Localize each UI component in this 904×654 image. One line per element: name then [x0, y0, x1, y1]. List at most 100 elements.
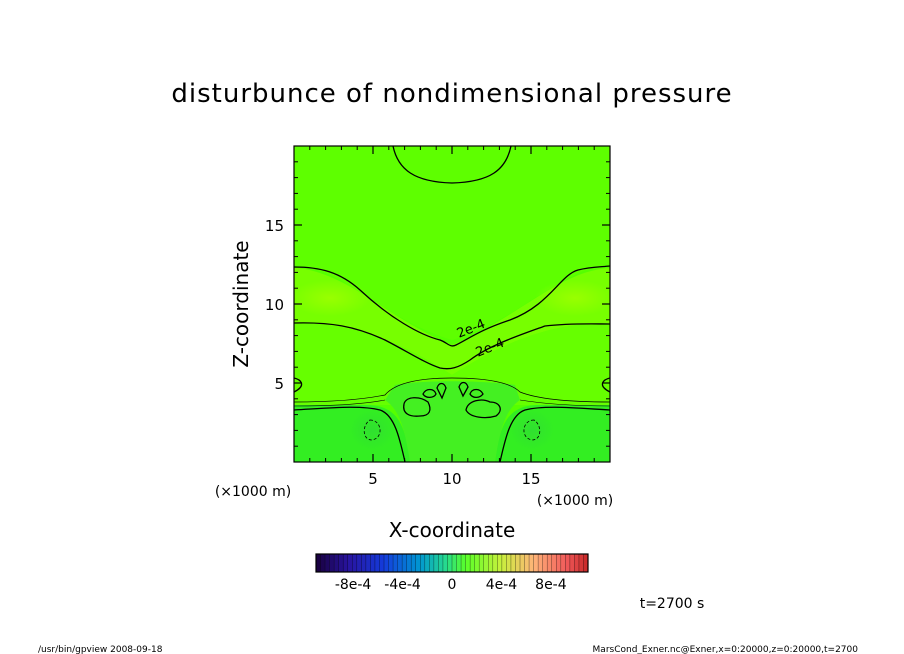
colorbar-cell — [424, 554, 430, 572]
contour-band-lower — [294, 377, 610, 403]
y-tick-label: 15 — [265, 217, 284, 235]
contour-upper — [294, 265, 610, 347]
colorbar-cell — [402, 554, 407, 572]
colorbar-tick-label: -8e-4 — [335, 577, 372, 593]
colorbar-cell — [388, 554, 394, 572]
x-tick-label: 15 — [521, 470, 540, 488]
colorbar-cell — [379, 554, 385, 572]
colorbar-cell — [474, 554, 480, 572]
colorbar-tick-label: -4e-4 — [384, 577, 421, 593]
colorbar-cell — [352, 554, 358, 572]
time-label: t=2700 s — [640, 596, 705, 612]
colorbar-cell — [415, 554, 421, 572]
field-low-blob-left — [350, 410, 394, 450]
contour-bottom-left — [294, 406, 406, 462]
colorbar-cell — [560, 554, 566, 572]
colorbar-cell — [538, 554, 543, 572]
colorbar-cell — [374, 554, 380, 572]
colorbar-cell — [384, 554, 389, 572]
colorbar-cell — [365, 554, 371, 572]
colorbar-cell — [547, 554, 553, 572]
colorbar-cell — [506, 554, 512, 572]
contour-bottom-right — [499, 406, 610, 462]
colorbar-cell — [338, 554, 344, 572]
colorbar-cell — [488, 554, 494, 572]
colorbar-cell — [465, 554, 471, 572]
x-axis-ticks: 5 10 15 — [309, 146, 595, 488]
colorbar-cell — [497, 554, 503, 572]
colorbar-tick-labels: -8e-4 -4e-4 0 4e-4 8e-4 — [335, 577, 567, 593]
colorbar-cell — [551, 554, 557, 572]
colorbar-cell — [574, 554, 580, 572]
colorbar-cell — [479, 554, 485, 572]
colorbar-cell — [542, 554, 548, 572]
colorbar-cell — [556, 554, 562, 572]
contour-cell-1 — [403, 397, 431, 417]
colorbar-cell — [361, 554, 367, 572]
chart-title: disturbunce of nondimensional pressure — [171, 79, 732, 109]
y-unit-label: (×1000 m) — [215, 484, 291, 500]
colorbar-cell — [569, 554, 575, 572]
contour-dashed-left — [363, 419, 381, 441]
colorbar-cell — [411, 554, 417, 572]
colorbar-tick-label: 0 — [448, 577, 457, 593]
colorbar-cell — [510, 554, 516, 572]
contour-dashed — [363, 419, 541, 441]
colorbar-cell — [515, 554, 521, 572]
colorbar-cell — [429, 554, 435, 572]
plot-area: 2e-42e-4 — [294, 146, 610, 462]
colorbar-cell — [370, 554, 376, 572]
colorbar-cell — [406, 554, 412, 572]
colorbar-cell — [320, 554, 326, 572]
colorbar-frame — [315, 553, 589, 573]
colorbar-cell — [565, 554, 571, 572]
contour-top-cap — [392, 146, 512, 184]
colorbar-cell — [356, 554, 362, 572]
field-low-blob-right — [510, 410, 554, 450]
colorbar-tick-label: 8e-4 — [535, 577, 567, 593]
colorbar-cell — [583, 554, 589, 572]
colorbar-cell — [316, 554, 321, 572]
contour-cell-6 — [465, 399, 501, 419]
colorbar-cell — [483, 554, 489, 572]
contour-lower — [294, 322, 610, 370]
y-axis-label: Z-coordinate — [229, 240, 253, 367]
colorbar-cell — [524, 554, 530, 572]
footer-right: MarsCond_Exner.nc@Exner,x=0:20000,z=0:20… — [593, 645, 859, 654]
x-tick-label: 10 — [442, 470, 461, 488]
colorbar-cell — [492, 554, 498, 572]
x-unit-label: (×1000 m) — [537, 493, 613, 509]
colorbar-cell — [438, 554, 444, 572]
y-tick-label: 5 — [274, 375, 284, 393]
colorbar-cell — [456, 554, 462, 572]
colorbar-cell — [397, 554, 403, 572]
colorbar-cell — [501, 554, 507, 572]
colorbar-cell — [447, 554, 453, 572]
contour-band-lower-3 — [519, 399, 610, 407]
colorbar-cell — [433, 554, 439, 572]
contour-cell-5 — [469, 388, 484, 399]
colorbar-cell — [461, 554, 466, 572]
field-yellow-blob-right — [535, 280, 610, 316]
y-tick-label: 10 — [265, 296, 284, 314]
field-yellow-blob-left — [294, 280, 370, 316]
x-axis-label: X-coordinate — [389, 518, 516, 542]
y-axis-ticks: 5 10 15 — [265, 161, 610, 447]
colorbar-cell — [347, 554, 353, 572]
contour-cell-4 — [458, 381, 469, 398]
field-band-top — [294, 146, 610, 340]
colorbar — [315, 553, 589, 573]
colorbar-cell — [442, 554, 448, 572]
footer-left: /usr/bin/gpview 2008-09-18 — [38, 645, 163, 654]
colorbar-cell — [533, 554, 539, 572]
field-band-bottom-center — [385, 381, 520, 462]
field-band-lower — [294, 323, 610, 405]
x-tick-label: 5 — [368, 470, 378, 488]
contour-band-lower-2 — [294, 399, 386, 407]
colorbar-cell — [470, 554, 475, 572]
colorbar-cell — [393, 554, 398, 572]
colorbar-cell — [420, 554, 426, 572]
colorbar-cell — [452, 554, 457, 572]
contour-cell-3 — [436, 382, 447, 400]
